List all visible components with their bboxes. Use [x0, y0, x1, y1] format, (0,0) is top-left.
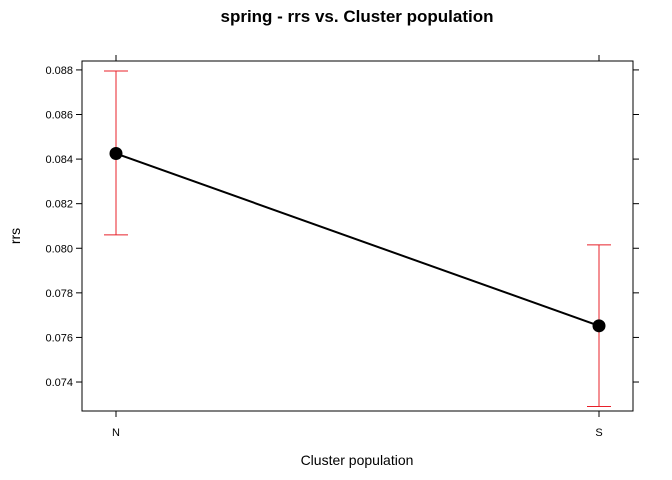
x-axis-label: Cluster population — [301, 452, 414, 468]
y-tick-label: 0.088 — [45, 65, 73, 77]
chart-title: spring - rrs vs. Cluster population — [221, 7, 494, 26]
data-point — [109, 147, 123, 161]
series-line — [115, 152, 600, 327]
y-tick-label: 0.082 — [45, 199, 73, 211]
y-tick-label: 0.086 — [45, 110, 73, 122]
x-tick-label: N — [112, 427, 120, 439]
plot-frame — [81, 60, 634, 412]
y-tick-label: 0.080 — [45, 243, 73, 255]
y-axis: 0.074 0.076 0.078 0.080 0.082 0.084 0.086 0.088 — [45, 65, 639, 389]
y-tick-label: 0.074 — [45, 377, 73, 389]
y-tick-label: 0.078 — [45, 288, 73, 300]
x-tick-label: S — [595, 427, 602, 439]
y-tick-label: 0.084 — [45, 154, 73, 166]
plot-marks — [104, 70, 611, 408]
data-point — [592, 319, 606, 333]
y-axis-label: rrs — [7, 228, 23, 244]
y-tick-label: 0.076 — [45, 332, 73, 344]
